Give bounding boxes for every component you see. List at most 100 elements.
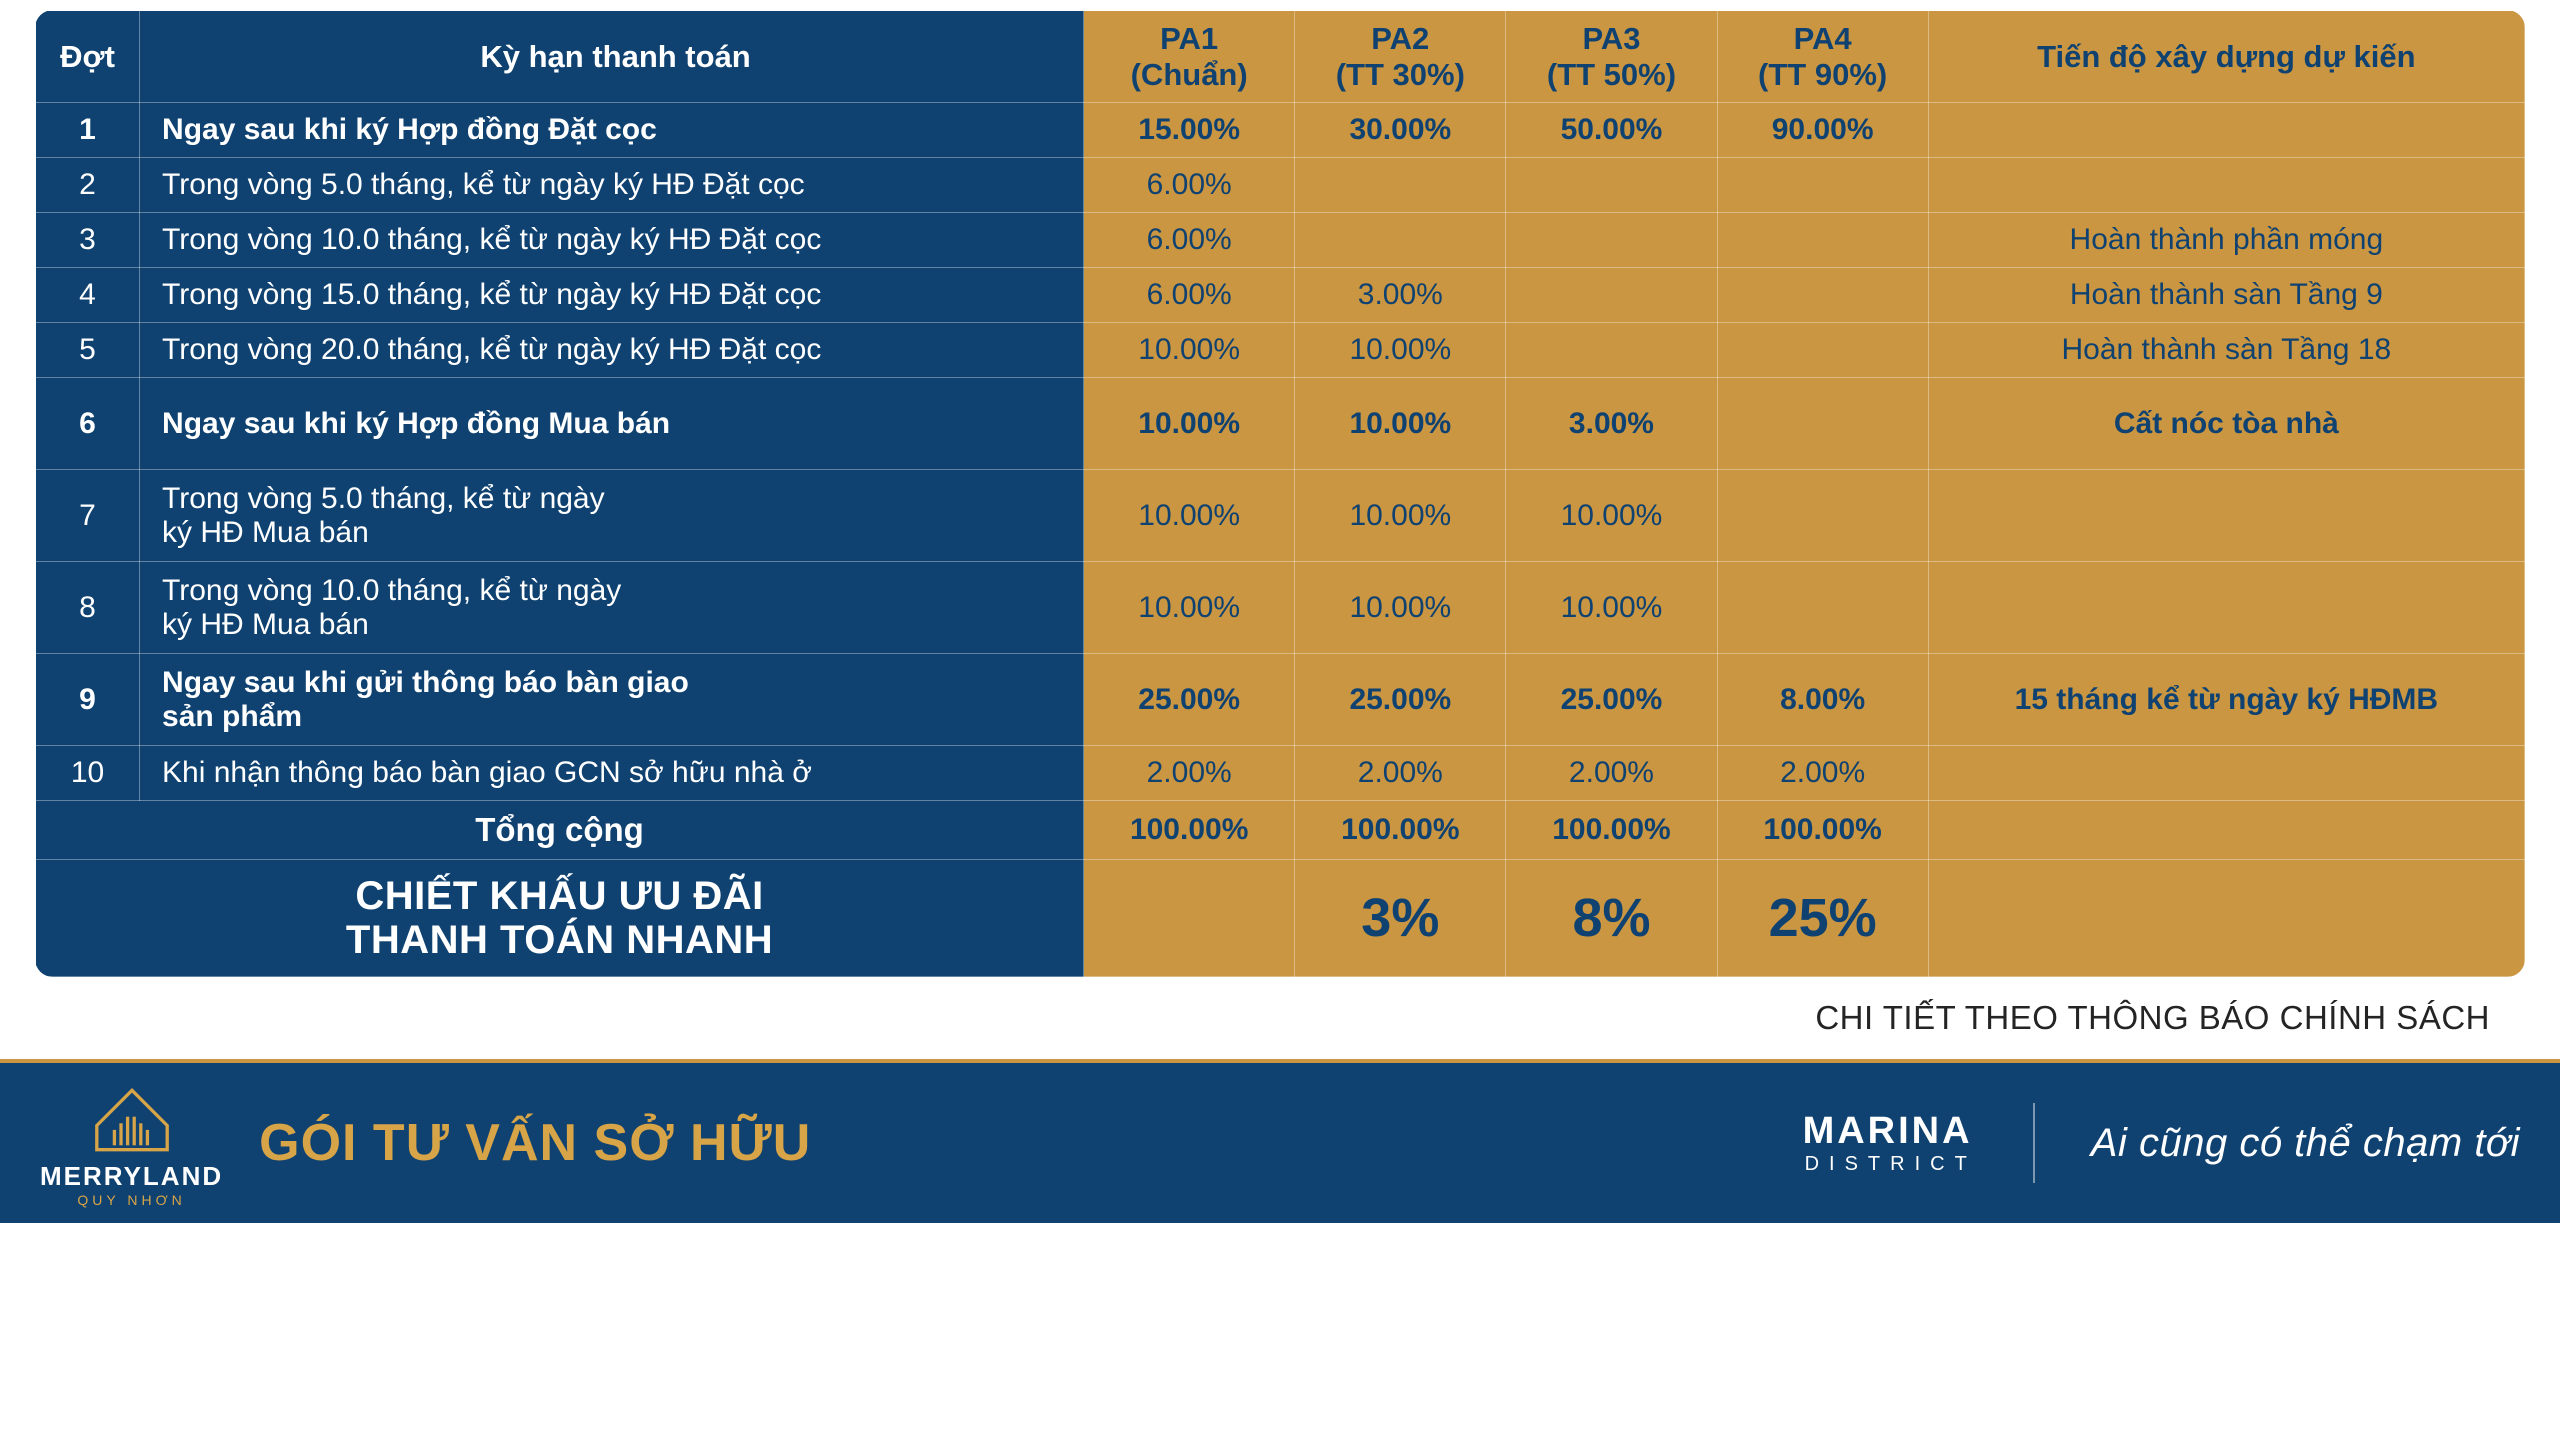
total-pa1: 100.00%	[1084, 801, 1295, 860]
total-pa4: 100.00%	[1717, 801, 1928, 860]
total-pa3: 100.00%	[1506, 801, 1717, 860]
header-ky: Kỳ hạn thanh toán	[140, 11, 1084, 103]
cell-prog: 15 tháng kể từ ngày ký HĐMB	[1928, 654, 2524, 746]
cell-dot: 7	[36, 470, 140, 562]
cell-pa4	[1717, 213, 1928, 268]
cell-pa3: 25.00%	[1506, 654, 1717, 746]
cell-ky: Trong vòng 10.0 tháng, kể từ ngàyký HĐ M…	[140, 562, 1084, 654]
cell-dot: 10	[36, 746, 140, 801]
discount-pa2: 3%	[1295, 860, 1506, 977]
total-pa2: 100.00%	[1295, 801, 1506, 860]
discount-pa1	[1084, 860, 1295, 977]
cell-dot: 5	[36, 323, 140, 378]
cell-pa4	[1717, 378, 1928, 470]
discount-pa4: 25%	[1717, 860, 1928, 977]
cell-ky: Trong vòng 10.0 tháng, kể từ ngày ký HĐ …	[140, 213, 1084, 268]
logo-text: MERRYLAND	[40, 1161, 223, 1192]
cell-dot: 8	[36, 562, 140, 654]
cell-ky: Ngay sau khi ký Hợp đồng Đặt cọc	[140, 103, 1084, 158]
cell-pa1: 6.00%	[1084, 213, 1295, 268]
header-pa1: PA1(Chuẩn)	[1084, 11, 1295, 103]
cell-pa2: 10.00%	[1295, 378, 1506, 470]
package-title: GÓI TƯ VẤN SỞ HỮU	[259, 1113, 811, 1173]
header-pa3: PA3(TT 50%)	[1506, 11, 1717, 103]
cell-ky: Trong vòng 20.0 tháng, kể từ ngày ký HĐ …	[140, 323, 1084, 378]
cell-pa3	[1506, 213, 1717, 268]
cell-prog	[1928, 103, 2524, 158]
vertical-divider	[2033, 1103, 2035, 1183]
cell-pa2: 2.00%	[1295, 746, 1506, 801]
cell-pa1: 15.00%	[1084, 103, 1295, 158]
cell-pa4: 2.00%	[1717, 746, 1928, 801]
cell-pa3: 50.00%	[1506, 103, 1717, 158]
cell-prog	[1928, 746, 2524, 801]
merryland-logo: MERRYLAND QUY NHƠN	[40, 1079, 223, 1208]
cell-ky: Trong vòng 5.0 tháng, kể từ ngàyký HĐ Mu…	[140, 470, 1084, 562]
cell-pa2: 3.00%	[1295, 268, 1506, 323]
cell-prog	[1928, 158, 2524, 213]
header-pa4: PA4(TT 90%)	[1717, 11, 1928, 103]
cell-pa3: 10.00%	[1506, 562, 1717, 654]
tagline: Ai cũng có thể chạm tới	[2091, 1121, 2520, 1166]
cell-pa3: 3.00%	[1506, 378, 1717, 470]
cell-prog	[1928, 470, 2524, 562]
cell-pa3: 10.00%	[1506, 470, 1717, 562]
cell-ky: Trong vòng 5.0 tháng, kể từ ngày ký HĐ Đ…	[140, 158, 1084, 213]
total-prog	[1928, 801, 2524, 860]
discount-label: CHIẾT KHẤU ƯU ĐÃITHANH TOÁN NHANH	[36, 860, 1084, 977]
cell-pa1: 6.00%	[1084, 158, 1295, 213]
cell-pa2: 30.00%	[1295, 103, 1506, 158]
cell-pa4	[1717, 470, 1928, 562]
cell-pa4: 8.00%	[1717, 654, 1928, 746]
payment-table: Đợt Kỳ hạn thanh toán PA1(Chuẩn) PA2(TT …	[35, 10, 2525, 977]
cell-dot: 2	[36, 158, 140, 213]
cell-pa3	[1506, 158, 1717, 213]
cell-pa2: 25.00%	[1295, 654, 1506, 746]
cell-ky: Khi nhận thông báo bàn giao GCN sở hữu n…	[140, 746, 1084, 801]
header-progress: Tiến độ xây dựng dự kiến	[1928, 11, 2524, 103]
footer-bar: MERRYLAND QUY NHƠN GÓI TƯ VẤN SỞ HỮU MAR…	[0, 1063, 2560, 1223]
discount-pa3: 8%	[1506, 860, 1717, 977]
cell-pa3	[1506, 268, 1717, 323]
cell-pa4	[1717, 268, 1928, 323]
cell-ky: Trong vòng 15.0 tháng, kể từ ngày ký HĐ …	[140, 268, 1084, 323]
total-label: Tổng cộng	[36, 801, 1084, 860]
cell-pa2: 10.00%	[1295, 470, 1506, 562]
cell-pa2: 10.00%	[1295, 562, 1506, 654]
marina-text: MARINA	[1803, 1110, 1973, 1153]
cell-pa1: 25.00%	[1084, 654, 1295, 746]
header-dot: Đợt	[36, 11, 140, 103]
cell-pa2: 10.00%	[1295, 323, 1506, 378]
logo-icon	[77, 1079, 187, 1161]
cell-pa4	[1717, 158, 1928, 213]
cell-ky: Ngay sau khi gửi thông báo bàn giaosản p…	[140, 654, 1084, 746]
cell-prog	[1928, 562, 2524, 654]
cell-dot: 6	[36, 378, 140, 470]
cell-pa1: 10.00%	[1084, 323, 1295, 378]
cell-pa2	[1295, 158, 1506, 213]
cell-pa3: 2.00%	[1506, 746, 1717, 801]
cell-dot: 3	[36, 213, 140, 268]
cell-pa1: 10.00%	[1084, 562, 1295, 654]
cell-pa1: 2.00%	[1084, 746, 1295, 801]
footnote: CHI TIẾT THEO THÔNG BÁO CHÍNH SÁCH	[0, 977, 2560, 1047]
cell-pa3	[1506, 323, 1717, 378]
cell-pa4	[1717, 562, 1928, 654]
cell-dot: 1	[36, 103, 140, 158]
cell-dot: 9	[36, 654, 140, 746]
cell-pa2	[1295, 213, 1506, 268]
cell-pa1: 6.00%	[1084, 268, 1295, 323]
cell-pa4: 90.00%	[1717, 103, 1928, 158]
cell-pa1: 10.00%	[1084, 470, 1295, 562]
cell-prog: Hoàn thành sàn Tầng 18	[1928, 323, 2524, 378]
cell-prog: Hoàn thành phần móng	[1928, 213, 2524, 268]
cell-pa4	[1717, 323, 1928, 378]
logo-subtext: QUY NHƠN	[77, 1192, 185, 1208]
cell-pa1: 10.00%	[1084, 378, 1295, 470]
cell-dot: 4	[36, 268, 140, 323]
cell-ky: Ngay sau khi ký Hợp đồng Mua bán	[140, 378, 1084, 470]
marina-logo: MARINA DISTRICT	[1803, 1110, 1977, 1176]
discount-prog	[1928, 860, 2524, 977]
cell-prog: Hoàn thành sàn Tầng 9	[1928, 268, 2524, 323]
district-text: DISTRICT	[1805, 1153, 1977, 1176]
